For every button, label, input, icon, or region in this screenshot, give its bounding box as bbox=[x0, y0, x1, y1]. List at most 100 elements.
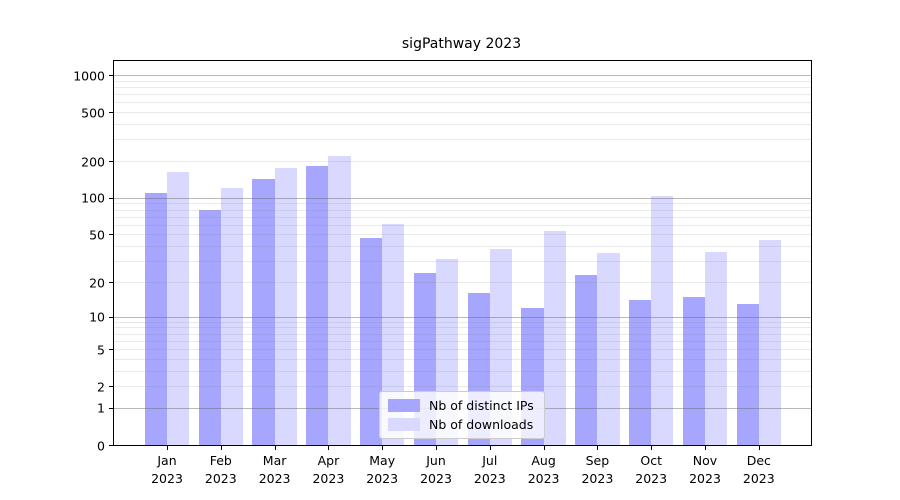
bar-downloads-feb bbox=[220, 188, 243, 445]
legend-swatch-downloads bbox=[388, 418, 420, 431]
x-tick-label-oct: Oct 2023 bbox=[635, 453, 668, 486]
x-tick-label-may: May 2023 bbox=[366, 453, 399, 486]
x-tick-label-jan: Jan 2023 bbox=[151, 453, 183, 486]
bar-downloads-dec bbox=[758, 240, 781, 445]
y-tick-label-200: 200 bbox=[81, 154, 105, 169]
x-tick-label-apr: Apr 2023 bbox=[312, 453, 345, 486]
x-tick-label-mar: Mar 2023 bbox=[258, 453, 291, 486]
gridline-minor-6 bbox=[114, 340, 811, 342]
y-tick-label-1: 1 bbox=[97, 400, 105, 416]
bar-downloads-sep bbox=[597, 253, 620, 445]
legend-label-distinct-ips: Nb of distinct IPs bbox=[429, 398, 534, 413]
gridline-minor-60 bbox=[114, 224, 811, 226]
x-tick-mark-apr bbox=[328, 445, 330, 450]
y-tick-label-5: 5 bbox=[97, 342, 105, 357]
y-tick-label-20: 20 bbox=[89, 275, 105, 290]
bar-distinct-ips-feb bbox=[198, 210, 221, 445]
y-tick-mark-100 bbox=[109, 197, 114, 199]
x-tick-mark-jan bbox=[167, 445, 168, 450]
y-tick-label-100: 100 bbox=[81, 190, 105, 206]
y-tick-mark-2 bbox=[109, 386, 114, 388]
gridline-minor-300 bbox=[114, 139, 811, 141]
bar-downloads-mar bbox=[274, 168, 297, 445]
gridline-minor-400 bbox=[114, 124, 811, 125]
bar-downloads-nov bbox=[705, 251, 728, 445]
y-tick-label-10: 10 bbox=[89, 309, 105, 325]
y-tick-mark-10 bbox=[109, 316, 114, 318]
bar-distinct-ips-dec bbox=[736, 303, 759, 445]
bar-downloads-oct bbox=[651, 196, 674, 445]
gridline-minor-20 bbox=[114, 282, 811, 283]
y-tick-mark-1000 bbox=[109, 75, 114, 76]
gridline-minor-80 bbox=[114, 209, 811, 211]
gridline-minor-70 bbox=[114, 216, 811, 218]
gridline-major-1000 bbox=[114, 75, 811, 76]
x-tick-mark-oct bbox=[651, 445, 653, 450]
gridline-minor-7 bbox=[114, 333, 811, 335]
x-tick-label-nov: Nov 2023 bbox=[689, 453, 721, 486]
gridline-minor-2 bbox=[114, 386, 811, 388]
gridline-major-10 bbox=[114, 316, 811, 318]
gridline-minor-600 bbox=[114, 102, 811, 104]
bar-downloads-aug bbox=[543, 231, 566, 445]
x-tick-mark-aug bbox=[543, 445, 545, 450]
bar-distinct-ips-sep bbox=[575, 274, 598, 445]
chart-title: sigPathway 2023 bbox=[401, 36, 522, 52]
x-tick-label-aug: Aug 2023 bbox=[527, 453, 560, 486]
gridline-minor-700 bbox=[114, 94, 811, 96]
x-tick-mark-feb bbox=[220, 445, 222, 450]
bar-distinct-ips-may bbox=[360, 237, 383, 445]
gridline-major-100 bbox=[114, 197, 811, 199]
legend: Nb of distinct IPs Nb of downloads bbox=[379, 391, 545, 439]
gridline-minor-800 bbox=[114, 86, 811, 88]
gridline-minor-200 bbox=[114, 161, 811, 162]
gridline-minor-4 bbox=[114, 358, 811, 360]
x-tick-mark-jun bbox=[436, 445, 437, 450]
x-tick-mark-sep bbox=[597, 445, 599, 450]
gridline-minor-30 bbox=[114, 261, 811, 263]
x-tick-mark-jul bbox=[489, 445, 491, 450]
gridline-minor-9 bbox=[114, 321, 811, 323]
y-tick-mark-1 bbox=[109, 407, 114, 409]
x-tick-label-dec: Dec 2023 bbox=[742, 453, 775, 486]
gridline-minor-3 bbox=[114, 370, 811, 372]
x-tick-mark-mar bbox=[274, 445, 276, 450]
x-tick-label-sep: Sep 2023 bbox=[581, 453, 614, 486]
x-tick-mark-may bbox=[382, 445, 384, 450]
y-tick-mark-500 bbox=[109, 112, 114, 114]
bar-distinct-ips-jan bbox=[144, 192, 167, 445]
y-tick-mark-5 bbox=[109, 349, 114, 350]
bar-distinct-ips-nov bbox=[682, 296, 705, 445]
y-tick-label-0: 0 bbox=[97, 438, 105, 453]
plot-area: Nb of distinct IPs Nb of downloads 0 1 2 5 1… bbox=[73, 60, 812, 486]
y-tick-label-50: 50 bbox=[89, 227, 105, 243]
gridline-minor-50 bbox=[114, 234, 811, 236]
bar-distinct-ips-apr bbox=[306, 165, 329, 445]
y-tick-label-1000: 1000 bbox=[73, 68, 105, 83]
bar-distinct-ips-mar bbox=[252, 178, 275, 445]
gridline-minor-500 bbox=[114, 112, 811, 114]
x-tick-label-feb: Feb 2023 bbox=[204, 453, 237, 486]
gridline-minor-5 bbox=[114, 349, 811, 350]
bar-downloads-may bbox=[382, 224, 405, 445]
legend-label-downloads: Nb of downloads bbox=[429, 417, 534, 432]
y-tick-mark-0 bbox=[109, 445, 114, 446]
legend-swatch-distinct-ips bbox=[388, 399, 420, 412]
x-tick-mark-nov bbox=[705, 445, 706, 450]
legend-item-downloads: Nb of downloads bbox=[388, 417, 534, 432]
bar-downloads-apr bbox=[328, 155, 351, 445]
gridline-minor-40 bbox=[114, 246, 811, 248]
bar-downloads-jan bbox=[167, 171, 190, 445]
x-tick-mark-dec bbox=[758, 445, 760, 450]
x-tick-label-jun: Jun 2023 bbox=[420, 453, 452, 486]
bar-distinct-ips-oct bbox=[629, 300, 652, 445]
gridline-minor-90 bbox=[114, 203, 811, 205]
legend-item-distinct-ips: Nb of distinct IPs bbox=[388, 398, 534, 413]
y-tick-label-2: 2 bbox=[97, 379, 105, 395]
y-tick-mark-20 bbox=[109, 282, 114, 283]
y-tick-label-500: 500 bbox=[81, 105, 105, 121]
y-tick-mark-50 bbox=[109, 234, 114, 236]
x-tick-label-jul: Jul 2023 bbox=[473, 453, 506, 486]
gridline-minor-900 bbox=[114, 80, 811, 82]
